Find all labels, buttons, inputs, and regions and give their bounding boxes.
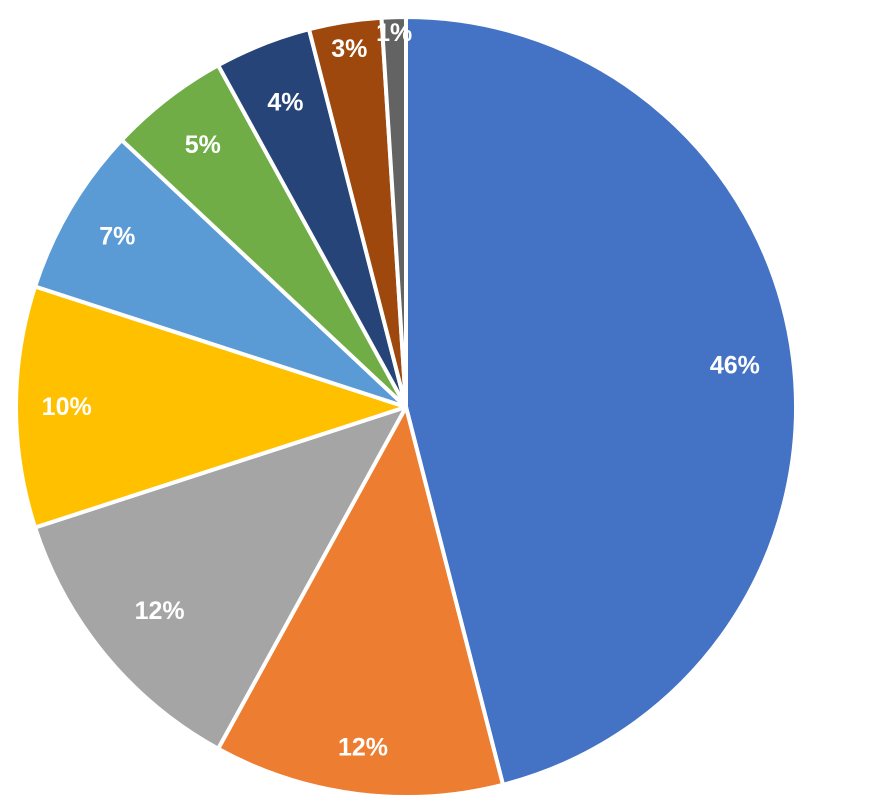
pie-slice-label-6: 5% xyxy=(185,131,221,159)
pie-slice-9 xyxy=(379,15,408,409)
pie-slice-label-3: 12% xyxy=(135,597,185,625)
pie-slice-1 xyxy=(404,15,798,787)
pie-slice-label-4: 10% xyxy=(42,393,92,421)
labels-layer: 46% 12% 12% 10% 7% 5% 4% 3% 1% xyxy=(42,19,760,762)
pie-slice-label-9: 1% xyxy=(376,19,412,47)
pie-slice-label-1: 46% xyxy=(710,352,760,380)
pie-slice-3 xyxy=(33,405,408,751)
pie-slice-label-2: 12% xyxy=(338,734,388,762)
pie-slice-5 xyxy=(33,138,408,409)
pie-slice-label-7: 4% xyxy=(267,88,303,116)
pie-slice-2 xyxy=(216,405,505,800)
pie-slice-4 xyxy=(14,284,408,530)
pie-slice-label-5: 7% xyxy=(99,222,135,250)
pie-slice-label-8: 3% xyxy=(331,35,367,63)
slices-layer xyxy=(14,15,798,800)
